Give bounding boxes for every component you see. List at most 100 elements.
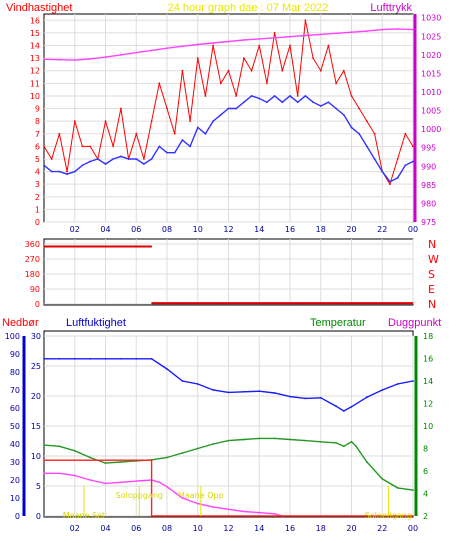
compass-label: E [428, 283, 435, 296]
pressure-point [196, 43, 199, 46]
direction-point [320, 302, 323, 305]
fukt-point [212, 389, 215, 391]
direction-point [318, 302, 321, 305]
temp-point [43, 444, 45, 447]
fukt-line [44, 358, 414, 412]
pressure-tick-label: 1015 [421, 69, 441, 78]
direction-point [397, 302, 400, 305]
gust-point [158, 82, 161, 85]
direction-point [394, 302, 397, 305]
annotation-label: Soloppgang [116, 491, 163, 500]
direction-point [322, 302, 325, 305]
direction-point [237, 302, 240, 305]
wind-hour-tick-label: 14 [254, 225, 264, 234]
mean-point [296, 101, 299, 104]
direction-point [408, 302, 411, 305]
wind-speed-tick-label: 10 [30, 92, 40, 101]
direction-point [337, 302, 340, 305]
direction-point [388, 302, 391, 305]
direction-point [312, 302, 315, 305]
direction-point [43, 245, 46, 248]
fukt-point [196, 383, 199, 385]
direction-point [156, 302, 159, 305]
direction-point [54, 245, 57, 248]
direction-point [340, 302, 343, 305]
direction-point [96, 245, 99, 248]
chart-title: 24 hour graph dae : 07 Mar 2022 [168, 2, 329, 14]
direction-point [232, 302, 235, 305]
temperature-tick-label: 6 [423, 467, 428, 476]
direction-point [235, 302, 238, 305]
direction-point [169, 302, 172, 305]
mean-point [342, 113, 345, 116]
dugg-point [119, 481, 122, 484]
gust-point [196, 57, 199, 60]
direction-tick-label: 180 [25, 270, 40, 279]
pressure-point [73, 59, 76, 61]
pressure-tick-label: 1020 [421, 51, 441, 60]
direction-point [69, 245, 72, 248]
mean-point [119, 155, 122, 158]
direction-point [99, 245, 102, 248]
temp-point [365, 461, 368, 463]
direction-point [355, 302, 358, 305]
direction-point [382, 302, 385, 305]
direction-point [137, 245, 140, 248]
humidity-tick-label: 25 [31, 362, 41, 371]
pressure-point [89, 58, 92, 60]
direction-point [409, 302, 412, 305]
direction-point [366, 302, 369, 305]
direction-point [329, 302, 332, 305]
pressure-point [150, 49, 153, 52]
gust-point [43, 145, 45, 148]
direction-point [257, 302, 260, 305]
direction-point [331, 302, 334, 305]
temperature-tick-label: 14 [423, 377, 433, 386]
direction-point [234, 302, 237, 305]
climate-series [43, 357, 414, 517]
direction-point [306, 302, 309, 305]
direction-point [406, 302, 409, 305]
precipitation-tick-label: 50 [10, 422, 20, 431]
direction-point [398, 302, 401, 305]
direction-point [243, 302, 246, 305]
direction-point [145, 245, 148, 248]
gust-point [242, 57, 245, 60]
direction-point [368, 302, 371, 305]
gust-point [50, 158, 53, 160]
direction-point [105, 245, 108, 248]
direction-point [283, 302, 286, 305]
dugg-point [43, 472, 45, 475]
dugg-point [242, 510, 245, 513]
precipitation-tick-label: 0 [15, 512, 20, 521]
pressure-tick-label: 1025 [421, 32, 441, 41]
pressure-point [273, 36, 276, 39]
direction-point [354, 302, 357, 305]
temp-point [196, 447, 199, 450]
pressure-point [104, 56, 107, 58]
mean-point [404, 164, 407, 167]
direction-point [274, 302, 277, 305]
direction-point [112, 245, 115, 248]
direction-point [219, 302, 222, 305]
fukt-point [289, 395, 291, 398]
gust-point [219, 82, 222, 85]
temperature-tick-label: 12 [423, 400, 433, 409]
direction-point [199, 302, 202, 305]
gust-point [227, 69, 230, 72]
direction-point [100, 245, 103, 248]
direction-point [185, 302, 188, 305]
mean-point [319, 105, 322, 107]
direction-point [372, 302, 375, 305]
wind-speed-tick-label: 12 [30, 67, 40, 76]
temp-point [227, 439, 230, 442]
direction-point [369, 302, 372, 305]
direction-point [116, 245, 119, 248]
wind-hour-tick-label: 18 [316, 225, 326, 234]
compass-label: N [428, 238, 436, 251]
pressure-tick-label: 985 [421, 181, 436, 190]
gust-point [212, 44, 215, 47]
direction-point [217, 302, 220, 305]
direction-point [332, 302, 335, 305]
direction-point [208, 302, 211, 305]
